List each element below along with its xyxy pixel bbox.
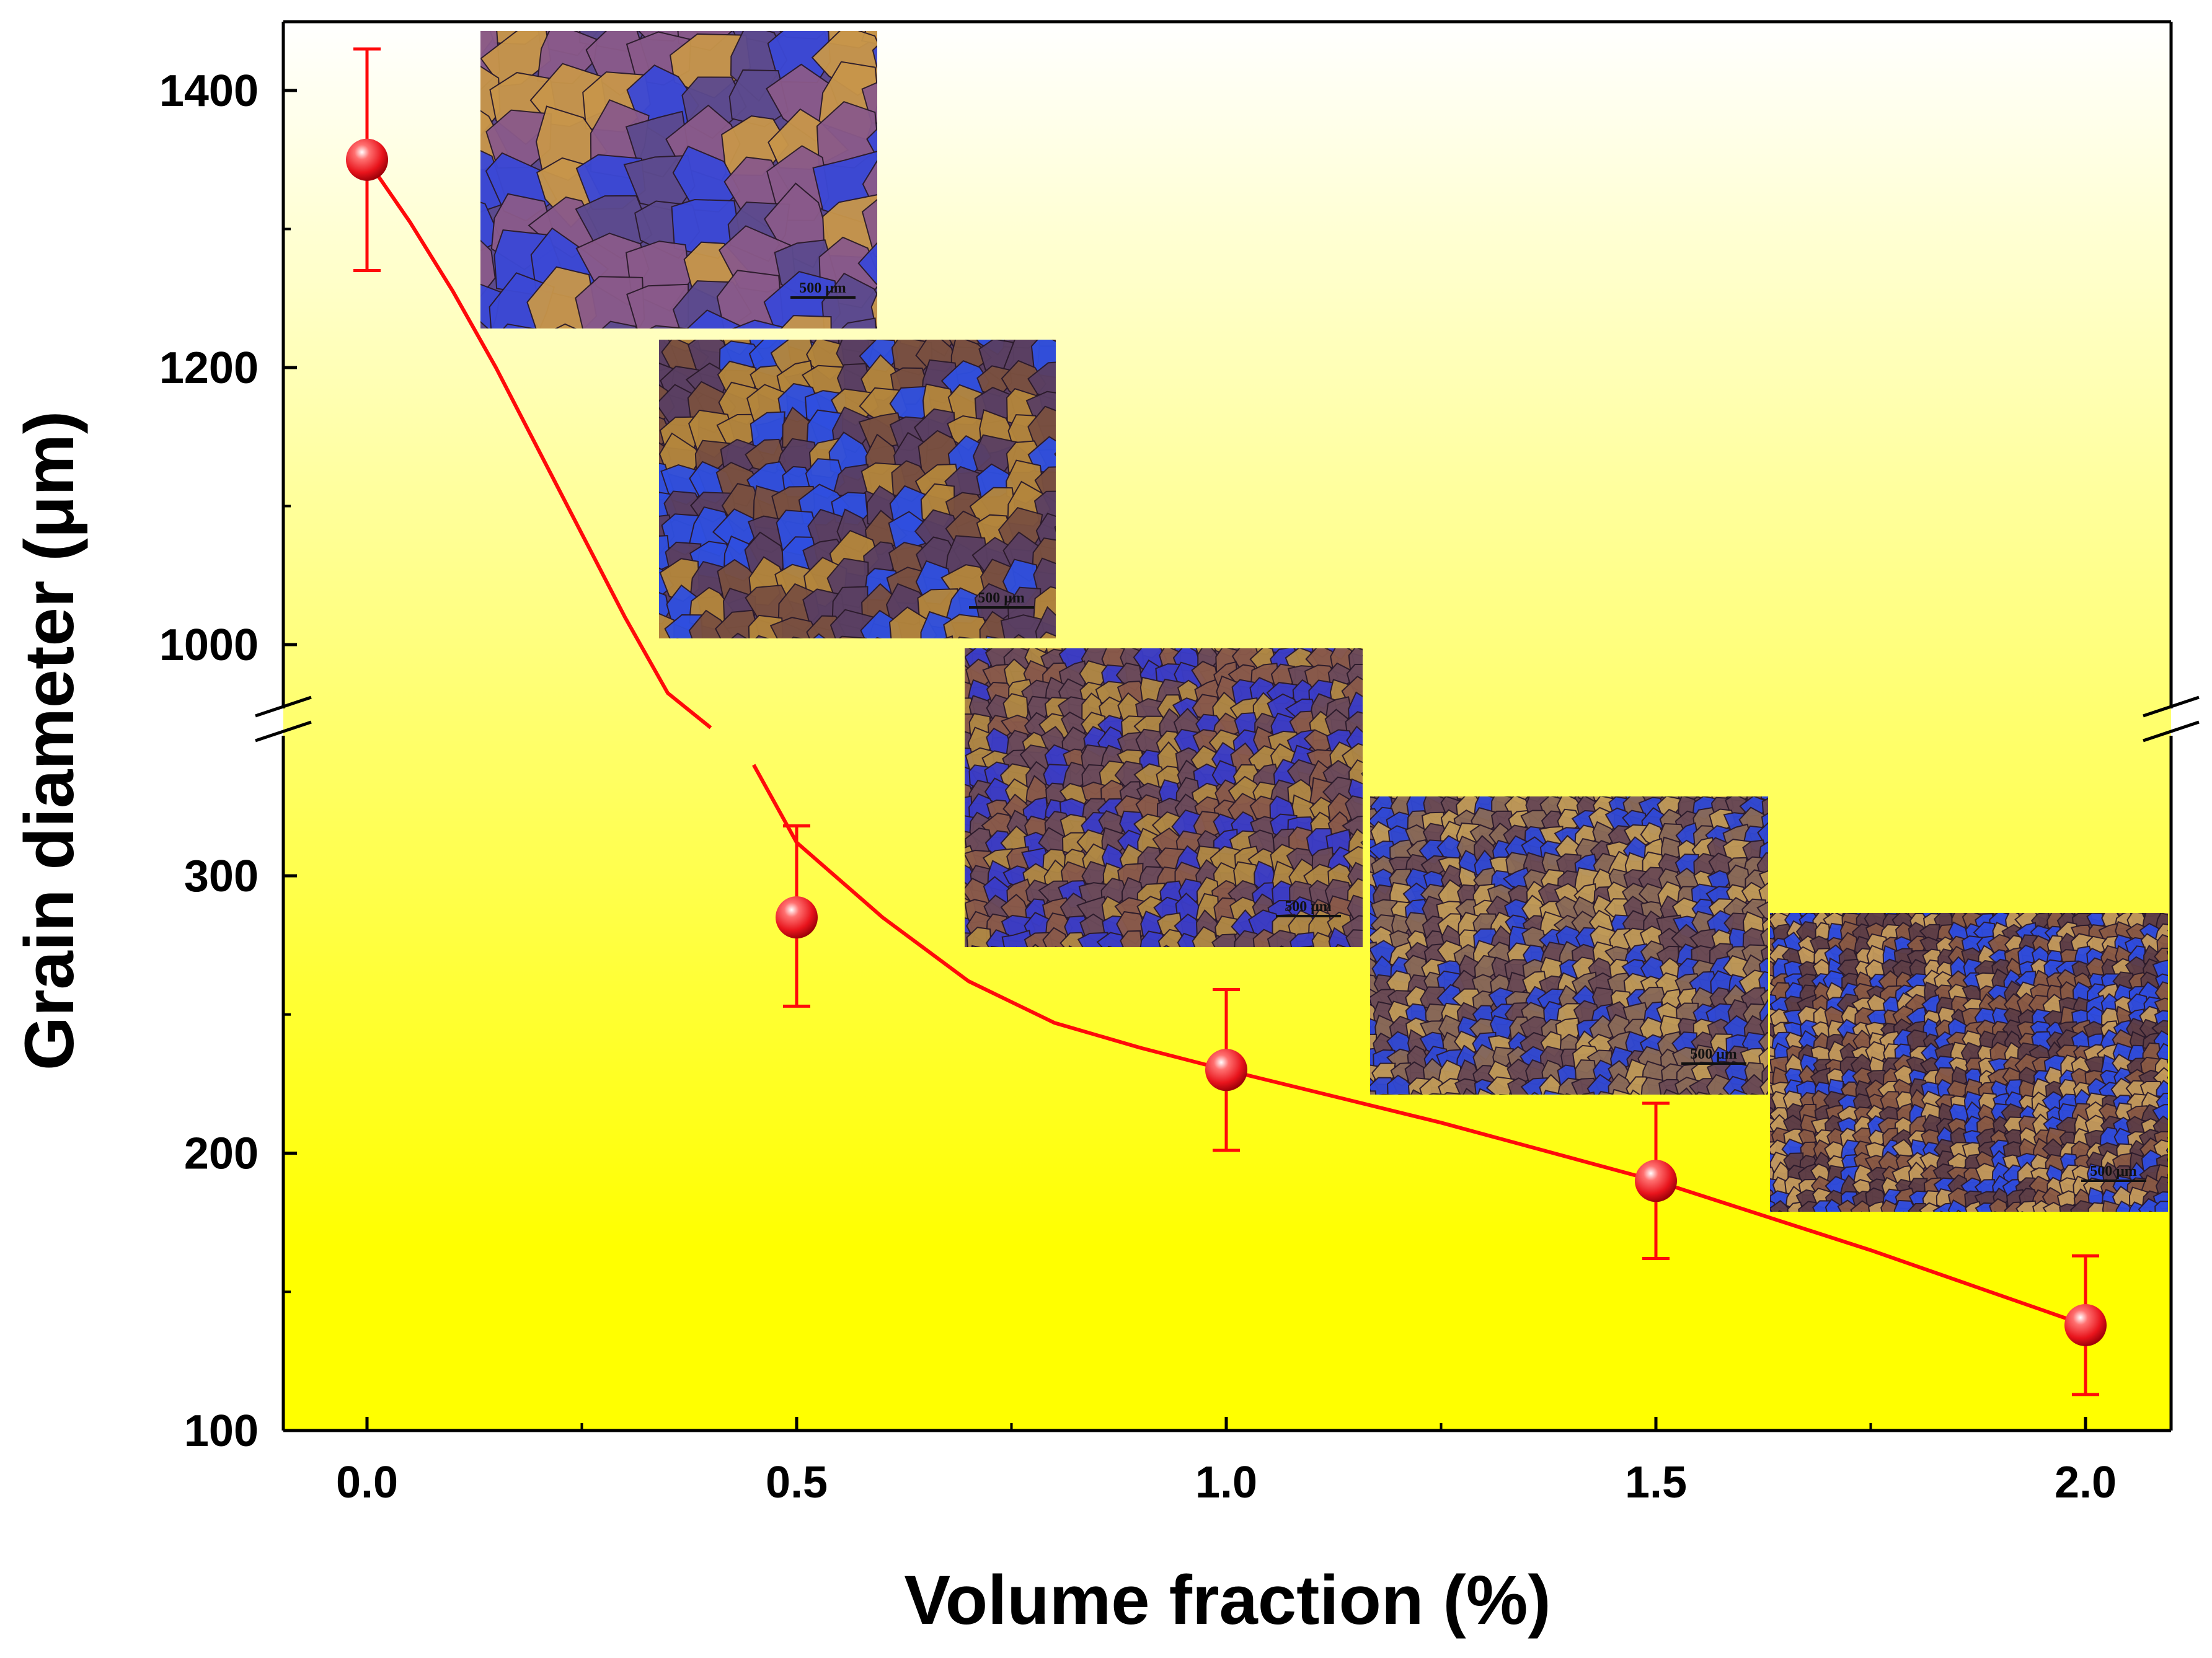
x-axis-title: Volume fraction (%) <box>904 1561 1551 1639</box>
axis-break-mark <box>255 720 312 743</box>
fit-curve-upper <box>365 159 712 730</box>
data-point <box>346 138 388 181</box>
scale-bar-label: 500 μm <box>2090 1163 2137 1180</box>
data-point <box>2064 1303 2107 1346</box>
x-tick-label: 1.5 <box>1625 1458 1687 1507</box>
inset-grains <box>1370 796 1768 1095</box>
inset-grains <box>1770 913 2168 1212</box>
scale-bar-label: 500 μm <box>1285 899 1332 915</box>
inset-grains <box>965 648 1363 947</box>
micrograph-0.0: 500 μm <box>480 31 877 329</box>
axis-break-mark <box>2143 695 2200 718</box>
inset-grains <box>480 31 877 329</box>
scale-bar-label: 500 μm <box>978 590 1025 606</box>
data-point <box>1635 1160 1677 1202</box>
y-tick-label: 200 <box>184 1129 259 1179</box>
scale-bar-label: 500 μm <box>799 280 846 296</box>
axis-break-mark <box>2143 720 2200 743</box>
y-tick-label: 1000 <box>159 620 259 670</box>
fit-curve <box>365 159 2086 1327</box>
micrograph-2.0: 500 μm <box>1770 913 2168 1212</box>
micrograph-1.5: 500 μm <box>1370 796 1768 1095</box>
inset-micrographs: 500 μm 500 μm 500 μm 500 μm 500 μm <box>480 31 2168 1212</box>
y-tick-label: 300 <box>184 852 259 901</box>
data-point <box>1205 1049 1247 1091</box>
x-tick-label: 0.5 <box>766 1458 828 1507</box>
y-axis-title: Grain diameter (μm) <box>11 411 88 1070</box>
micrograph-0.5: 500 μm <box>659 340 1056 638</box>
data-point <box>776 896 818 939</box>
x-tick-label: 0.0 <box>336 1458 398 1507</box>
axes: 0.0 0.5 1.0 1.5 2.0 1000 1200 1400 100 200 300 <box>159 20 2200 1507</box>
axis-break-mark <box>255 695 312 718</box>
fit-curve-lower <box>752 764 2086 1327</box>
data-markers <box>346 138 2107 1346</box>
y-tick-label: 1200 <box>159 343 259 393</box>
micrograph-1.0: 500 μm <box>965 648 1363 947</box>
x-tick-label: 2.0 <box>2055 1458 2117 1507</box>
y-tick-label: 100 <box>184 1406 259 1456</box>
x-tick-label: 1.0 <box>1195 1458 1257 1507</box>
scale-bar-label: 500 μm <box>1690 1046 1737 1062</box>
y-tick-label: 1400 <box>159 66 259 116</box>
inset-grains <box>659 340 1056 638</box>
